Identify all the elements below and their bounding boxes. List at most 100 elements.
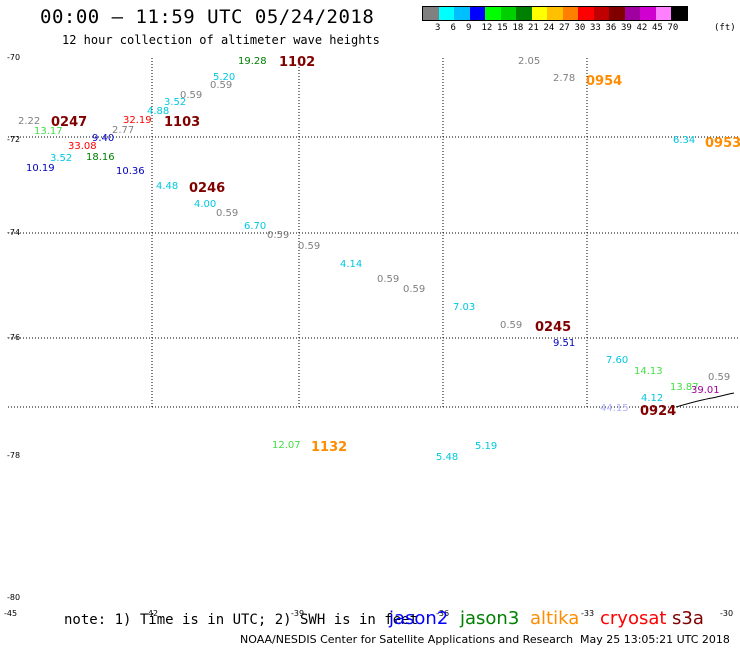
latitude-label: -76 bbox=[7, 333, 20, 342]
pass-time-label: 0924 bbox=[640, 404, 676, 419]
wave-height-value: 4.12 bbox=[641, 393, 663, 404]
pass-time-label: 0245 bbox=[535, 320, 571, 335]
wave-height-value: 32.19 bbox=[123, 115, 152, 126]
scale-tick-label: 15 bbox=[497, 23, 508, 33]
longitude-label: -30 bbox=[720, 609, 733, 618]
longitude-label: -45 bbox=[4, 609, 17, 618]
scale-swatch bbox=[500, 7, 516, 20]
pass-time-label: 0954 bbox=[586, 74, 622, 89]
antarctic-coastline bbox=[675, 392, 735, 408]
wave-height-value: 13.87 bbox=[670, 382, 699, 393]
wave-height-value: 2.05 bbox=[518, 56, 540, 67]
satellite-legend-cryosat: cryosat bbox=[600, 608, 667, 629]
wave-height-value: 19.28 bbox=[238, 56, 267, 67]
pass-time-label: 1132 bbox=[311, 440, 347, 455]
wave-height-value: 6.34 bbox=[673, 135, 695, 146]
latitude-label: -74 bbox=[7, 228, 20, 237]
wave-height-value: 18.16 bbox=[86, 152, 115, 163]
wave-height-value: 6.70 bbox=[244, 221, 266, 232]
latitude-label: -80 bbox=[7, 593, 20, 602]
wave-height-value: 5.20 bbox=[213, 72, 235, 83]
footer-note: note: 1) Time is in UTC; 2) SWH is in fe… bbox=[64, 612, 419, 628]
scale-swatch bbox=[671, 7, 687, 20]
axis-labels: -70 -72 -74 -76 -78 -80 -45 -42 -39 -36 -33 -30 bbox=[4, 53, 733, 618]
wave-height-value: 2.78 bbox=[553, 73, 575, 84]
wave-height-value: 13.17 bbox=[34, 126, 63, 137]
scale-swatch bbox=[516, 7, 532, 20]
wave-height-value: 4.00 bbox=[194, 199, 216, 210]
scale-swatch bbox=[423, 7, 439, 20]
scale-tick-label: 12 bbox=[481, 23, 493, 33]
scale-swatch bbox=[454, 7, 470, 20]
scale-tick-label: 42 bbox=[636, 23, 648, 33]
scale-swatch bbox=[485, 7, 501, 20]
wave-height-value: 9.51 bbox=[553, 338, 575, 349]
wave-height-value: 0.59 bbox=[403, 284, 425, 295]
scale-swatch bbox=[531, 7, 547, 20]
satellite-legend-altika: altika bbox=[530, 608, 580, 629]
pass-time-label: 1103 bbox=[164, 115, 200, 130]
wave-height-value: 0.59 bbox=[708, 372, 730, 383]
scale-tick-label: 70 bbox=[667, 23, 679, 33]
wave-height-value: 14.13 bbox=[634, 366, 663, 377]
scale-tick-label: 36 bbox=[605, 23, 617, 33]
wave-height-value: 39.01 bbox=[691, 385, 720, 396]
wave-height-value: 0.59 bbox=[377, 274, 399, 285]
scale-swatch bbox=[655, 7, 671, 20]
scale-tick-label: 39 bbox=[621, 23, 632, 33]
wave-height-value: 2.77 bbox=[112, 125, 134, 136]
wave-height-value: 3.52 bbox=[164, 97, 186, 108]
scale-swatch bbox=[609, 7, 625, 20]
wave-height-value: 5.19 bbox=[475, 441, 497, 452]
wave-height-value: 7.60 bbox=[606, 355, 628, 366]
scale-tick-label: 30 bbox=[574, 23, 586, 33]
page-subtitle: 12 hour collection of altimeter wave hei… bbox=[62, 33, 380, 47]
wave-height-value: 2.22 bbox=[18, 116, 40, 127]
wave-height-value: 0.59 bbox=[216, 208, 238, 219]
longitude-label: -36 bbox=[436, 609, 449, 618]
scale-tick-label: 45 bbox=[652, 23, 663, 33]
wave-height-value: 0.59 bbox=[500, 320, 522, 331]
footer-credit: NOAA/NESDIS Center for Satellite Applica… bbox=[240, 633, 574, 646]
latitude-label: -72 bbox=[7, 135, 20, 144]
latitude-label: -70 bbox=[7, 53, 20, 62]
scale-swatch bbox=[562, 7, 578, 20]
wave-height-value: 4.14 bbox=[340, 259, 362, 270]
scale-tick-label: 27 bbox=[559, 23, 570, 33]
wave-height-value: 33.08 bbox=[68, 141, 97, 152]
wave-height-value: 0.59 bbox=[298, 241, 320, 252]
longitude-label: -42 bbox=[145, 609, 158, 618]
wave-height-value: 10.19 bbox=[26, 163, 55, 174]
pass-time-label: 0953 bbox=[705, 136, 740, 151]
scale-tick-label: 18 bbox=[512, 23, 524, 33]
wave-height-value: 0.59 bbox=[210, 80, 232, 91]
scale-tick-label: 21 bbox=[528, 23, 539, 33]
wave-height-value: 4.48 bbox=[156, 181, 178, 192]
latitude-label: -78 bbox=[7, 451, 20, 460]
scale-tick-label: 24 bbox=[543, 23, 555, 33]
scale-tick-label: 9 bbox=[466, 23, 472, 33]
lat-lon-grid bbox=[8, 58, 740, 408]
scale-swatch bbox=[593, 7, 609, 20]
wave-height-value: 0.59 bbox=[267, 230, 289, 241]
longitude-label: -33 bbox=[581, 609, 594, 618]
wave-height-value: 3.52 bbox=[50, 153, 72, 164]
wave-height-color-scale bbox=[422, 6, 688, 21]
satellite-legend-s3a: s3a bbox=[672, 608, 704, 629]
scale-swatch bbox=[547, 7, 563, 20]
satellite-legend-jason2: jason2 bbox=[389, 608, 449, 629]
pass-time-label: 0246 bbox=[189, 181, 225, 196]
pass-time-label: 0247 bbox=[51, 115, 87, 130]
page-title: 00:00 – 11:59 UTC 05/24/2018 bbox=[40, 6, 375, 28]
wave-height-value: 44.15 bbox=[600, 403, 629, 414]
pass-time-label: 1102 bbox=[279, 55, 315, 70]
wave-height-value: 10.36 bbox=[116, 166, 145, 177]
wave-height-value: 12.07 bbox=[272, 440, 301, 451]
wave-height-value: 7.03 bbox=[453, 302, 475, 313]
longitude-label: -39 bbox=[291, 609, 304, 618]
scale-unit-label: (ft) bbox=[714, 23, 736, 33]
wave-height-value: 4.88 bbox=[147, 106, 169, 117]
